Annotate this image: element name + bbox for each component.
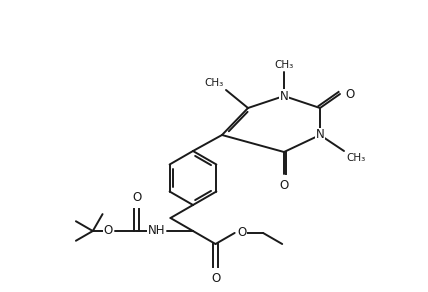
Text: N: N: [315, 128, 324, 142]
Text: O: O: [279, 179, 288, 192]
Text: O: O: [345, 88, 354, 100]
Text: CH₃: CH₃: [205, 78, 224, 88]
Text: O: O: [238, 227, 247, 239]
Text: N: N: [279, 90, 288, 102]
Text: CH₃: CH₃: [346, 153, 365, 163]
Text: O: O: [211, 272, 220, 285]
Text: NH: NH: [148, 225, 165, 237]
Text: O: O: [132, 191, 142, 204]
Text: CH₃: CH₃: [274, 60, 294, 70]
Text: O: O: [104, 225, 113, 237]
